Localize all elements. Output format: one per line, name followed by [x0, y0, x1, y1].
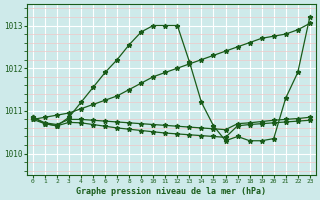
X-axis label: Graphe pression niveau de la mer (hPa): Graphe pression niveau de la mer (hPa) — [76, 187, 266, 196]
